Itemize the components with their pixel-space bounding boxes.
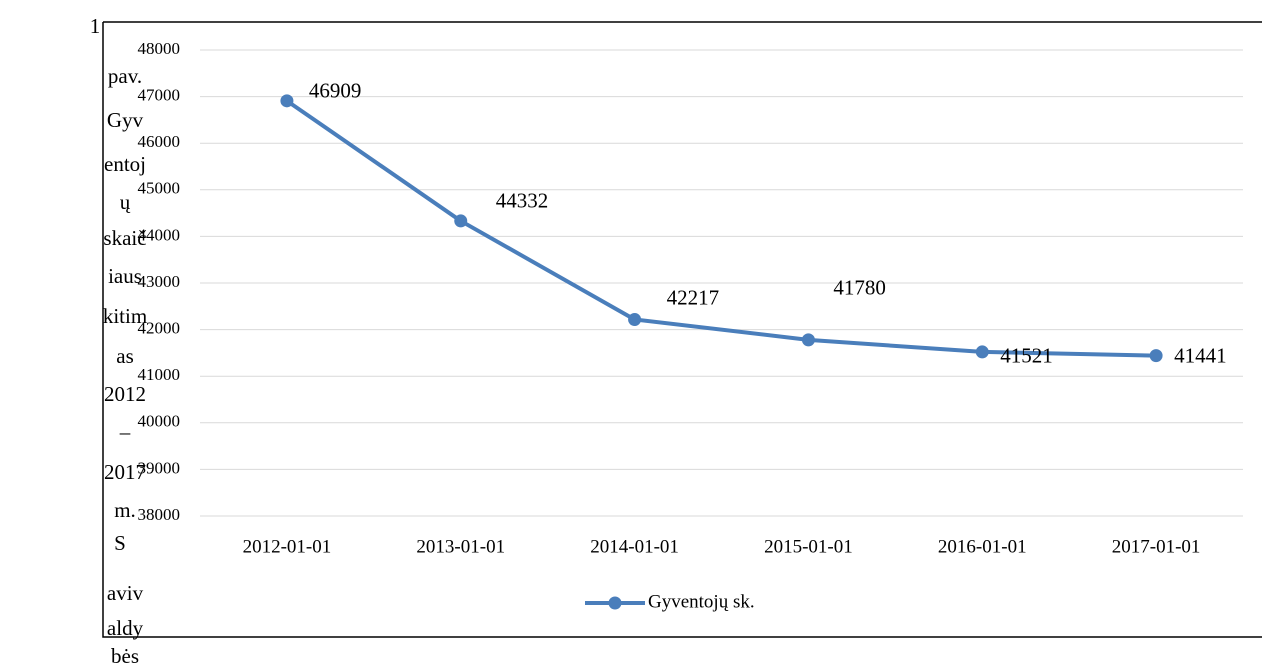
- side-text: 2017: [104, 460, 146, 484]
- y-tick-label: 44000: [138, 225, 181, 244]
- data-point: [280, 94, 294, 108]
- y-tick-label: 39000: [138, 458, 181, 477]
- side-text: pav.: [108, 64, 142, 88]
- y-tick-label: 43000: [138, 272, 181, 291]
- side-text: skaič: [103, 226, 146, 250]
- chart-frame: [102, 21, 1262, 638]
- data-label: 44332: [496, 189, 549, 213]
- y-tick-label: 38000: [138, 505, 181, 524]
- y-tick-label: 40000: [138, 412, 181, 431]
- side-text: entoj: [104, 152, 146, 176]
- x-tick-label: 2014-01-01: [590, 536, 679, 557]
- side-text: m.: [114, 498, 136, 522]
- side-text: as: [116, 344, 134, 368]
- side-text: ų: [120, 190, 131, 214]
- side-text: –: [119, 420, 131, 444]
- data-label: 46909: [309, 79, 362, 103]
- side-text: kitim: [103, 304, 147, 328]
- legend-marker: [608, 596, 622, 610]
- data-label: 41780: [833, 276, 886, 300]
- y-tick-label: 46000: [138, 132, 181, 151]
- data-point: [628, 312, 642, 326]
- x-tick-label: 2013-01-01: [416, 536, 505, 557]
- data-label: 42217: [667, 285, 720, 309]
- side-text: aviv: [107, 581, 144, 605]
- side-text: aldy: [107, 616, 144, 640]
- side-text: 2012: [104, 382, 146, 406]
- side-text: S: [114, 531, 126, 555]
- y-tick-label: 45000: [138, 179, 181, 198]
- series-line: [285, 99, 1157, 358]
- data-point: [801, 333, 815, 347]
- side-text: 1: [90, 14, 101, 38]
- side-text: iaus: [108, 264, 142, 288]
- y-tick-label: 42000: [138, 319, 181, 338]
- y-tick-label: 41000: [138, 365, 181, 384]
- data-point: [975, 345, 989, 359]
- x-tick-label: 2012-01-01: [243, 536, 332, 557]
- data-label: 41521: [1000, 344, 1053, 368]
- legend-label: Gyventojų sk.: [648, 591, 755, 612]
- x-tick-label: 2017-01-01: [1112, 536, 1201, 557]
- data-label: 41441: [1174, 343, 1227, 367]
- x-tick-label: 2016-01-01: [938, 536, 1027, 557]
- x-tick-label: 2015-01-01: [764, 536, 853, 557]
- data-point: [1149, 349, 1163, 363]
- side-text: bės: [111, 644, 139, 664]
- y-tick-label: 48000: [138, 39, 181, 58]
- data-point: [454, 214, 468, 228]
- side-text: Gyv: [107, 108, 144, 132]
- y-tick-label: 47000: [138, 86, 181, 105]
